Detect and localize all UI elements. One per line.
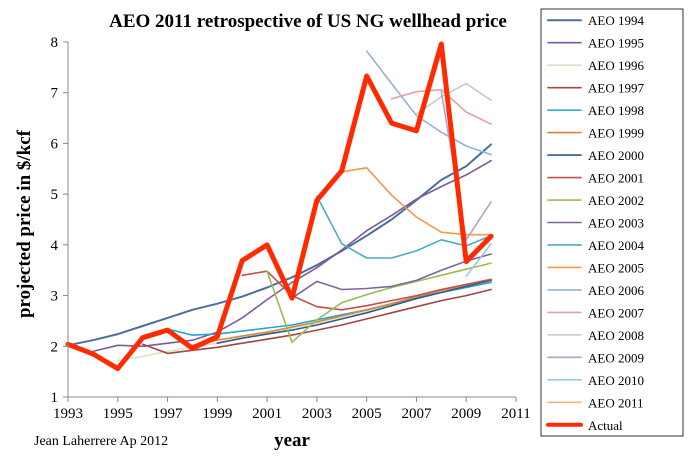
- y-tick-label: 4: [51, 238, 59, 254]
- y-axis-label: projected price in $/kcf: [14, 129, 35, 318]
- legend-label-actual: Actual: [588, 418, 623, 433]
- series-line-aeo-1997: [141, 288, 492, 355]
- series-line-aeo-2005: [340, 167, 492, 236]
- legend: AEO 1994 AEO 1995 AEO 1996 AEO 1997 AEO 1998…: [540, 8, 684, 437]
- legend-label-aeo-2004: AEO 2004: [588, 238, 644, 253]
- legend-label-aeo-1995: AEO 1995: [588, 36, 644, 51]
- series-line-aeo-2008: [415, 82, 492, 115]
- legend-label-aeo-2003: AEO 2003: [588, 216, 644, 231]
- x-tick-label: 2003: [302, 406, 332, 422]
- x-tick-label: 2001: [252, 406, 282, 422]
- chart-title: AEO 2011 retrospective of US NG wellhead…: [109, 11, 507, 32]
- x-tick-label: 1995: [103, 406, 133, 422]
- y-tick-label: 3: [51, 289, 59, 305]
- x-tick-label: 1997: [153, 406, 184, 422]
- series-line-aeo-2006: [365, 50, 492, 156]
- y-tick-label: 1: [51, 390, 59, 406]
- legend-label-aeo-1999: AEO 1999: [588, 126, 644, 141]
- legend-label-aeo-1994: AEO 1994: [588, 13, 644, 28]
- series-line-aeo-2000: [216, 279, 492, 345]
- legend-label-aeo-2001: AEO 2001: [588, 171, 644, 186]
- x-tick-label: 2005: [352, 406, 382, 422]
- y-tick-label: 2: [51, 339, 59, 355]
- legend-label-aeo-2011: AEO 2011: [588, 395, 644, 410]
- axes: 1 2 3 4 5 6 7 8 1993 1995 1997 1999 2001 2003 2005 2007…: [51, 35, 531, 422]
- y-tick-label: 7: [51, 86, 59, 102]
- x-tick-label: 2011: [501, 406, 530, 422]
- x-tick-label: 1993: [53, 406, 83, 422]
- y-tick-label: 6: [51, 136, 59, 152]
- legend-label-aeo-2010: AEO 2010: [588, 373, 644, 388]
- legend-label-aeo-2002: AEO 2002: [588, 193, 644, 208]
- series-line-aeo-1995: [92, 159, 492, 353]
- legend-label-aeo-2008: AEO 2008: [588, 328, 644, 343]
- legend-label-aeo-2005: AEO 2005: [588, 260, 644, 275]
- series-line-aeo-2001: [241, 270, 492, 311]
- legend-label-aeo-2007: AEO 2007: [588, 305, 644, 320]
- series-line-aeo-1994: [67, 143, 493, 347]
- y-tick-label: 8: [51, 35, 59, 51]
- x-tick-label: 1999: [202, 406, 232, 422]
- series-line-aeo-2002: [266, 262, 492, 344]
- x-tick-label: 2009: [451, 406, 481, 422]
- x-axis-label: year: [274, 430, 310, 451]
- legend-label-aeo-2009: AEO 2009: [588, 350, 644, 365]
- legend-label-aeo-1996: AEO 1996: [588, 58, 644, 73]
- legend-label-aeo-1997: AEO 1997: [588, 81, 644, 96]
- legend-label-aeo-2000: AEO 2000: [588, 148, 644, 163]
- series-line-aeo-2010: [465, 243, 492, 278]
- legend-label-aeo-1998: AEO 1998: [588, 103, 644, 118]
- series-line-aeo-1999: [191, 279, 492, 347]
- series-line-aeo-2007: [390, 88, 492, 125]
- series-line-actual: [65, 41, 494, 372]
- author-credit: Jean Laherrere Ap 2012: [34, 434, 168, 449]
- y-tick-label: 5: [51, 187, 59, 203]
- legend-label-aeo-2006: AEO 2006: [588, 283, 644, 298]
- x-tick-label: 2007: [401, 406, 432, 422]
- series-line-aeo-2003: [291, 253, 492, 299]
- plot-area: [65, 41, 494, 372]
